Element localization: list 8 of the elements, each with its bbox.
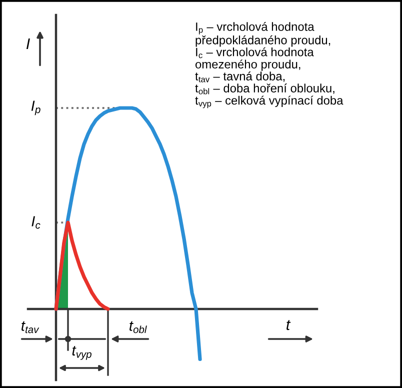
annotation: t$_{obl}$ xyxy=(130,321,147,334)
text: I$_{p}$ – vrcholová hodnota předpokládaného proudu, I$_{c}$ – vrcholová hodnota omezeného proudu, t$_{tav}$ – tavná doba, t$_{obl}$ – doba hoření oblouku, t$_{vyp}$ – celková vypínací doba xyxy=(195,22,344,108)
y-axis-title: I xyxy=(26,38,30,49)
ref-line-label: I$_{p}$ xyxy=(31,100,40,116)
text: t$_{tav}$ xyxy=(22,321,40,334)
ref-line-label: I$_{c}$ xyxy=(32,216,40,229)
annotation: t$_{vyp}$ xyxy=(72,346,92,360)
text: t xyxy=(286,320,291,330)
